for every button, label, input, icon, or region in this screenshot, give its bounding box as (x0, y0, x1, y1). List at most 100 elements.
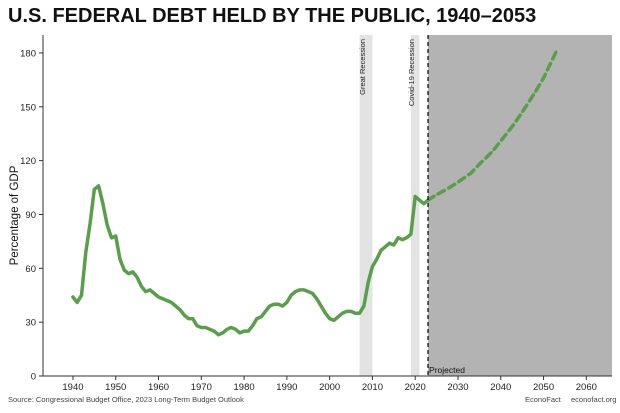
data-point (200, 326, 203, 329)
data-point (97, 184, 100, 187)
data-point (234, 328, 237, 331)
data-point (149, 289, 151, 291)
data-point (217, 333, 220, 336)
data-point (286, 301, 288, 304)
site-label: econofact.org (571, 395, 617, 404)
data-point (371, 265, 374, 268)
recession-label: Covid-19 Recession (407, 39, 416, 106)
data-point (410, 233, 412, 236)
data-point (76, 301, 79, 304)
data-point (72, 296, 74, 298)
data-point (238, 332, 241, 334)
data-point (555, 50, 558, 52)
data-point (161, 298, 164, 300)
data-point (350, 310, 352, 313)
y-tick-label: 120 (20, 156, 36, 167)
data-point (470, 172, 472, 174)
data-point (388, 242, 391, 244)
data-point (230, 326, 233, 329)
data-point (187, 317, 190, 320)
data-point (196, 324, 198, 327)
chart-series-layer (71, 49, 559, 337)
data-point (123, 269, 126, 271)
data-point (380, 249, 382, 252)
data-point (521, 111, 523, 113)
data-point (512, 123, 515, 126)
data-point (144, 290, 147, 293)
x-tick-label: 1940 (62, 382, 83, 393)
data-point (333, 319, 335, 322)
data-point (316, 298, 318, 300)
data-point (183, 314, 185, 316)
data-point (393, 244, 395, 246)
data-point (277, 303, 280, 306)
data-point (311, 292, 314, 295)
brand-label: EconoFact (525, 395, 561, 404)
historical-debt-line (71, 184, 430, 337)
data-point (363, 305, 365, 307)
data-point (127, 272, 130, 275)
data-point (209, 328, 211, 331)
data-point (132, 271, 134, 273)
data-point (191, 317, 194, 320)
data-point (251, 324, 254, 327)
data-point (290, 294, 292, 297)
data-point (405, 237, 408, 239)
data-point (153, 292, 156, 295)
data-point (324, 312, 327, 314)
data-point (491, 150, 494, 153)
data-point (204, 326, 207, 329)
y-tick-label: 90 (25, 210, 36, 221)
data-point (264, 310, 267, 313)
data-point (140, 285, 143, 288)
data-point (268, 305, 271, 307)
data-point (114, 235, 117, 237)
data-point (435, 193, 438, 196)
x-tick-label: 2050 (533, 382, 554, 393)
data-point (401, 238, 404, 241)
x-tick-label: 2040 (490, 382, 511, 393)
source-note: Source: Congressional Budget Office, 202… (8, 395, 244, 404)
data-point (414, 195, 417, 198)
data-point (243, 330, 245, 332)
y-tick-label: 0 (31, 372, 36, 383)
data-point (166, 299, 168, 302)
data-point (226, 328, 228, 331)
data-point (273, 303, 275, 306)
data-point (418, 199, 421, 201)
data-point (260, 315, 262, 318)
data-point (281, 305, 284, 307)
data-point (80, 294, 83, 297)
data-point (307, 290, 310, 293)
y-tick-label: 180 (20, 48, 36, 59)
data-point (136, 276, 138, 279)
data-point (298, 289, 301, 291)
data-point (534, 91, 536, 94)
data-point (106, 224, 108, 227)
data-point (256, 317, 258, 320)
data-point (93, 188, 96, 191)
data-point (422, 202, 425, 205)
data-point (341, 312, 344, 314)
data-point (303, 289, 305, 291)
x-tick-label: 1960 (148, 382, 169, 393)
recession-label: Great Recession (358, 39, 367, 95)
data-point (247, 330, 250, 332)
data-point (337, 315, 339, 318)
recession-shade (359, 35, 373, 376)
y-tick-label: 30 (25, 318, 36, 329)
data-point (179, 308, 181, 311)
data-point (320, 305, 322, 307)
data-point (478, 163, 481, 166)
x-tick-label: 2000 (319, 382, 340, 393)
data-point (448, 186, 451, 189)
data-point (221, 332, 224, 334)
projection-label: Projected (429, 365, 465, 375)
data-point (328, 317, 331, 320)
data-point (375, 258, 378, 261)
x-tick-label: 1970 (191, 382, 212, 393)
x-tick-label: 2020 (405, 382, 426, 393)
projection-shade (428, 35, 612, 376)
data-point (84, 251, 87, 253)
